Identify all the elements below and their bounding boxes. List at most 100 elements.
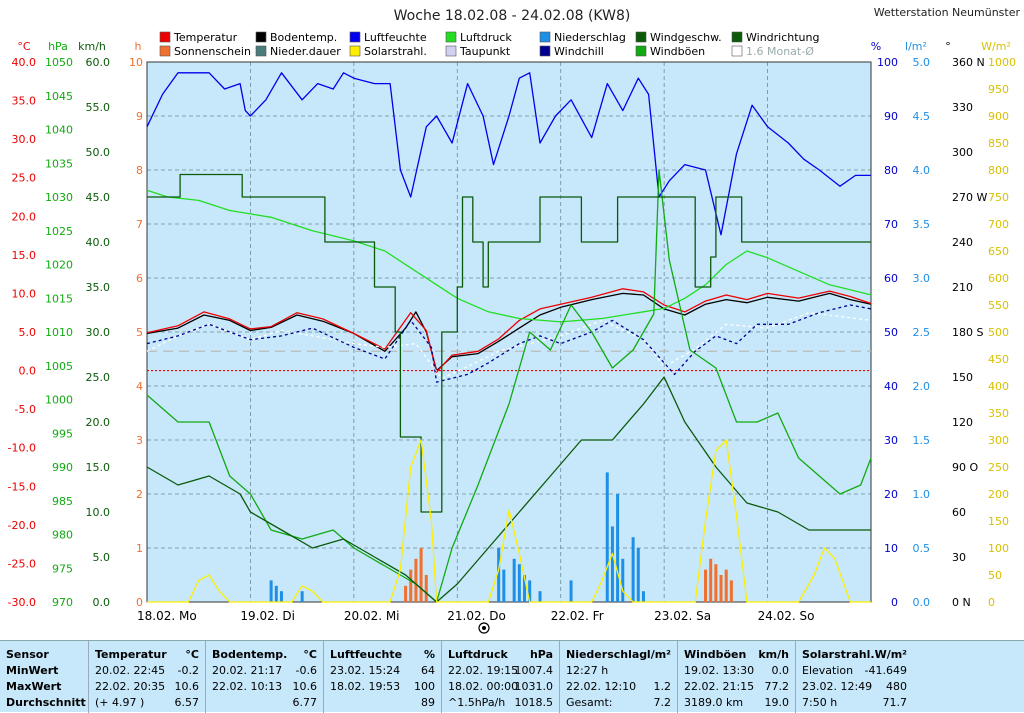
bar-sonnenschein	[724, 569, 728, 602]
axis-tick-solar: 200	[988, 488, 1009, 501]
stats-title: Temperatur	[95, 648, 167, 661]
axis-tick-temp: -15.0	[8, 480, 36, 493]
axis-tick-solar: 850	[988, 137, 1009, 150]
x-axis-label: 24.02. So	[758, 609, 815, 623]
bar-niederschlag	[512, 558, 516, 602]
stats-row-value: -41.649	[864, 664, 907, 677]
stats-row: 12:27 h	[566, 663, 671, 679]
stats-row-label: 22.02. 21:15	[684, 680, 755, 693]
axis-unit-solar: W/m²	[981, 40, 1011, 53]
stats-row: 22.02. 10:13 10.6	[212, 679, 317, 695]
x-axis-labels: 18.02. Mo 19.02. Di 20.02. Mi 21.02. Do 22.0…	[137, 609, 815, 623]
axis-tick-pressure: 995	[52, 427, 73, 440]
bar-niederschlag	[517, 564, 521, 602]
stats-row-value: 1018.5	[514, 696, 554, 709]
bar-sonnenschein	[424, 575, 428, 602]
plot-border	[146, 61, 872, 603]
stats-row: 22.02. 20:35 10.6	[95, 679, 199, 695]
stats-row: ^1.5hPa/h 1018.5	[448, 695, 553, 711]
bar-niederschlag	[269, 580, 273, 602]
legend-label: Windböen	[650, 45, 705, 58]
x-axis-label: 20.02. Mi	[344, 609, 400, 623]
bar-series	[269, 472, 733, 602]
axis-tick-solar: 500	[988, 326, 1009, 339]
stats-row: 22.02. 12:10 1.2	[566, 679, 671, 695]
series-luftfeuchte	[146, 72, 871, 236]
axis-tick-temp: -30.0	[8, 596, 36, 609]
sensor-header: Sensor	[6, 648, 49, 661]
legend-swatch	[731, 31, 743, 43]
legend-label: Windrichtung	[746, 31, 819, 44]
axis-tick-direction: 300	[952, 146, 973, 159]
axis-tick-solar: 900	[988, 110, 1009, 123]
axis-tick-rain: 1.0	[913, 488, 931, 501]
legend-swatch	[255, 45, 267, 57]
legend-swatch	[731, 45, 743, 57]
axis-tick-hours: 2	[136, 488, 143, 501]
bar-niederschlag	[605, 472, 609, 602]
axis-tick-pressure: 1015	[45, 292, 73, 305]
stats-row: 23.02. 15:24 64	[330, 663, 435, 679]
series-luftdruck	[146, 189, 872, 323]
axis-tick-temp: 25.0	[12, 172, 37, 185]
axis-tick-solar: 50	[988, 569, 1002, 582]
chart-title: Woche 18.02.08 - 24.02.08 (KW8)	[394, 8, 631, 24]
axis-tick-wind: 30.0	[86, 326, 111, 339]
axis-tick-hours: 0	[136, 596, 143, 609]
legend-label: Sonnenschein	[174, 45, 251, 58]
stats-row: 20.02. 21:17 -0.6	[212, 663, 317, 679]
bar-niederschlag	[528, 580, 532, 602]
stats-row-label: 20.02. 21:17	[212, 664, 283, 677]
stats-block-title: Luftdruck hPa	[448, 647, 553, 663]
legend-label: Solarstrahl.	[364, 45, 427, 58]
bar-sonnenschein	[409, 569, 413, 602]
scroll-marker-icon[interactable]	[478, 622, 490, 634]
legend-label: Windchill	[554, 45, 604, 58]
stats-row-value: 77.2	[764, 680, 790, 693]
stats-block-3: Luftfeuchte% 23.02. 15:24 64 18.02. 19:53 10…	[323, 641, 441, 713]
row-label-max: MaxWert	[6, 680, 62, 693]
stats-row-label: 19.02. 13:30	[684, 664, 755, 677]
stats-row-label: 22.02. 19:15	[448, 664, 519, 677]
axis-tick-humidity: 60	[884, 272, 898, 285]
stats-row: 3189.0 km 19.0	[684, 695, 789, 711]
axis-tick-solar: 1000	[988, 56, 1016, 69]
axis-tick-wind: 10.0	[86, 506, 111, 519]
bar-sonnenschein	[709, 558, 713, 602]
stats-row-value: 10.6	[292, 680, 318, 693]
weather-chart: Woche 18.02.08 - 24.02.08 (KW8) Wetterst…	[7, 6, 1021, 634]
bar-niederschlag	[636, 548, 640, 602]
bar-niederschlag	[538, 591, 542, 602]
stats-block-2: Bodentemp. °C 20.02. 21:17 -0.6 22.02. 10:13…	[205, 641, 323, 713]
axis-unit-rain: l/m²	[905, 40, 927, 53]
stats-unit: l/m²	[646, 648, 671, 661]
axis-unit-pressure: hPa	[48, 40, 68, 53]
axis-tick-solar: 100	[988, 542, 1009, 555]
axis-tick-direction: 240	[952, 236, 973, 249]
stats-block-4: Luftdruck hPa 22.02. 19:15 1007.4 18.02. 00:…	[441, 641, 559, 713]
stats-row-value: 71.7	[882, 696, 908, 709]
axis-tick-solar: 700	[988, 218, 1009, 231]
stats-row-label: 3189.0 km	[684, 696, 744, 709]
stats-block-7: Solarstrahl. W/m² Elevation -41.649 23.02. 1…	[795, 641, 913, 713]
axis-tick-solar: 150	[988, 515, 1009, 528]
bar-sonnenschein	[704, 569, 708, 602]
bar-sonnenschein	[414, 558, 418, 602]
stats-row-value: 10.6	[174, 680, 200, 693]
axis-tick-pressure: 1035	[45, 157, 73, 170]
series-windrichtung	[147, 173, 871, 513]
legend-swatch	[445, 31, 457, 43]
axis-tick-wind: 60.0	[86, 56, 111, 69]
axis-tick-direction: 360 N	[952, 56, 985, 69]
axis-tick-humidity: 10	[884, 542, 898, 555]
axis-tick-wind: 0.0	[93, 596, 111, 609]
axis-tick-temp: 15.0	[12, 249, 37, 262]
axis-tick-pressure: 985	[52, 495, 73, 508]
axis-tick-humidity: 40	[884, 380, 898, 393]
stats-title: Luftdruck	[448, 648, 508, 661]
series-windböen	[146, 169, 872, 603]
row-label-min: MinWert	[6, 664, 59, 677]
line-series	[146, 72, 872, 603]
axis-tick-rain: 2.5	[913, 326, 931, 339]
axis-tick-direction: 330	[952, 101, 973, 114]
